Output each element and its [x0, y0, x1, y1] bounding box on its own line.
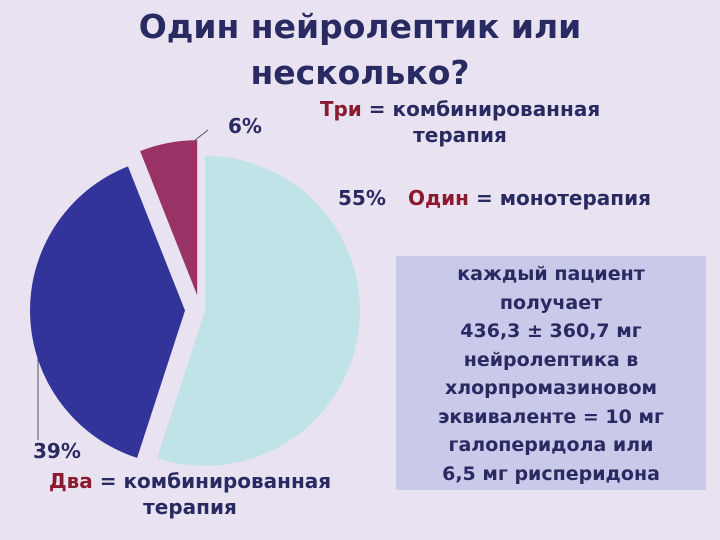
category-name: Три: [319, 97, 362, 121]
note-line: 436,3 ± 360,7 мг: [460, 320, 642, 342]
pie-slice: [30, 166, 186, 458]
slice-label: Три = комбинированная терапия: [280, 96, 640, 148]
slice-label: Два = комбинированная терапия: [10, 468, 370, 520]
category-name: Один: [408, 186, 469, 210]
note-line: эквиваленте = 10 мг: [438, 405, 664, 428]
note-box: каждый пациент получает 436,3 ± 360,7 мг не…: [396, 256, 706, 490]
value-label: 39%: [33, 439, 81, 463]
slice-label: Один = монотерапия: [408, 185, 651, 211]
value-label: 55%: [338, 186, 386, 210]
value-label: 6%: [228, 114, 262, 138]
category-description: = комбинированная терапия: [99, 469, 332, 519]
note-line: каждый пациент: [457, 263, 645, 285]
leader-line: [193, 129, 209, 142]
category-description: = монотерапия: [475, 186, 651, 210]
chart-title: Один нейролептик или несколько?: [138, 7, 582, 92]
note-line: галоперидола или: [448, 434, 654, 456]
note-line: хлорпромазиновом: [444, 377, 658, 399]
pie-slice: [157, 155, 360, 466]
note-line: нейролептика в: [463, 348, 639, 371]
category-description: = комбинированная терапия: [368, 97, 601, 147]
pie-slice: [140, 140, 198, 296]
note-line: получает: [499, 291, 603, 314]
category-name: Два: [48, 469, 93, 493]
note-line: 6,5 мг рисперидона: [442, 462, 660, 485]
